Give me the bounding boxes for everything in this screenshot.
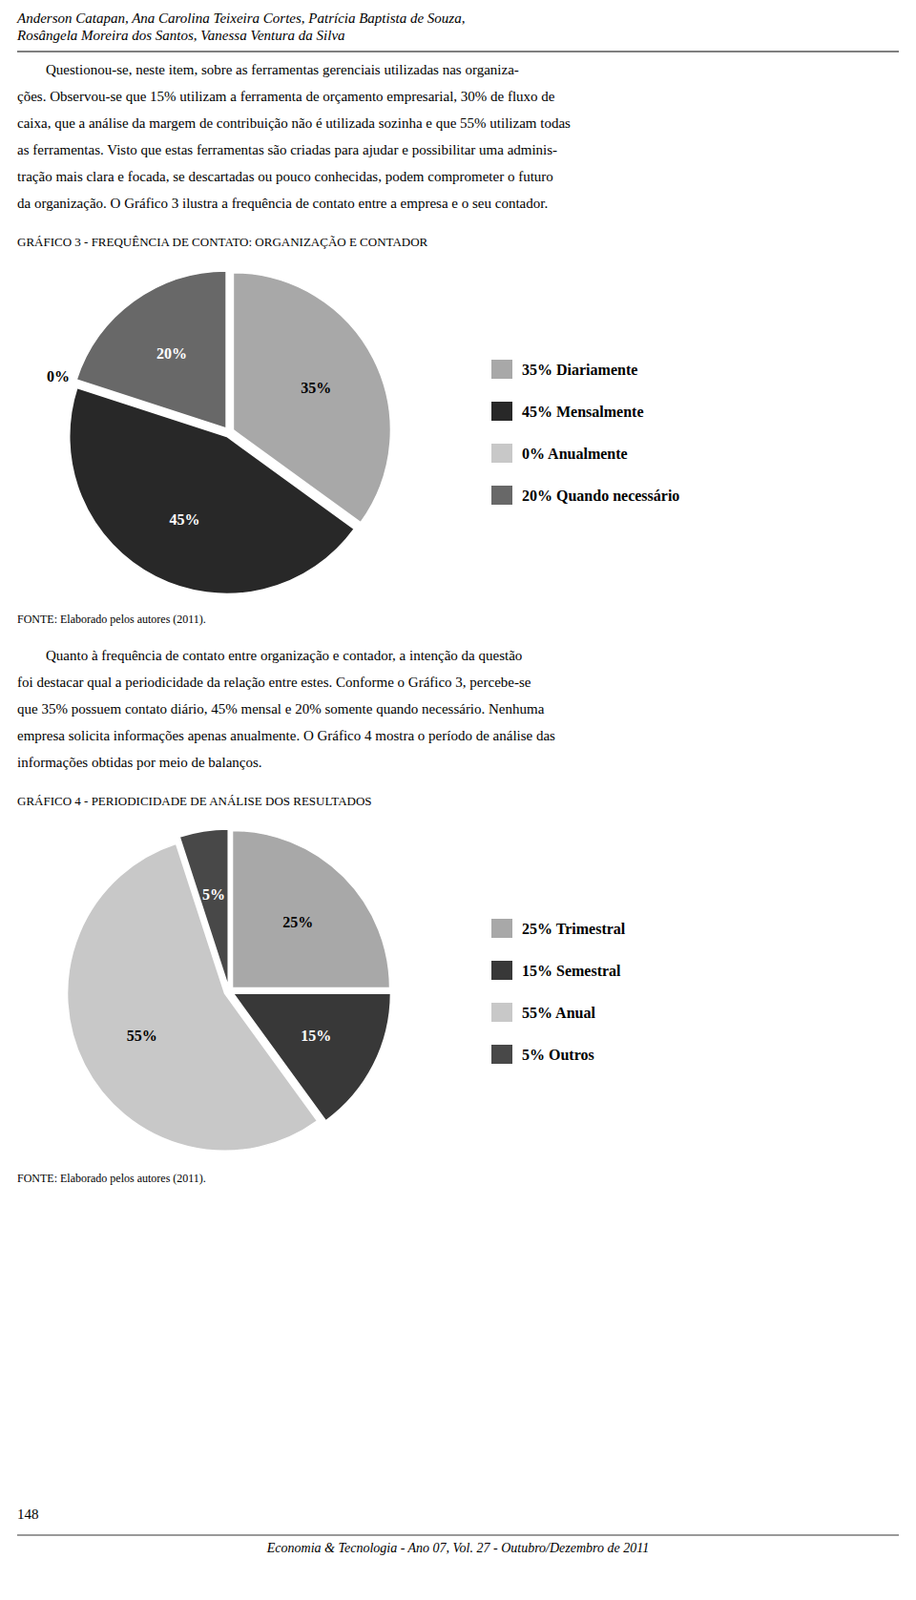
data-label: 20%	[156, 345, 188, 362]
data-label: 5%	[202, 886, 226, 903]
legend-entry: 45% Mensalmente	[521, 403, 645, 420]
legend-entry: 0% Anualmente	[521, 445, 628, 462]
data-label: 25%	[282, 914, 313, 931]
data-label: 55%	[126, 1027, 158, 1044]
background	[0, 0, 916, 1600]
header-line: Rosângela Moreira dos Santos, Vanessa Ve…	[16, 27, 346, 43]
legend-swatch	[491, 918, 513, 938]
pie-slice	[232, 830, 391, 988]
legend-swatch	[491, 359, 513, 379]
header-line: Anderson Catapan, Ana Carolina Teixeira …	[16, 10, 465, 26]
pie: 25% 15% 55% 5%	[67, 829, 392, 1151]
body-text: da organização. O Gráfico 3 ilustra a fr…	[17, 195, 548, 211]
legend-swatch	[491, 485, 513, 505]
body-text: ções. Observou-se que 15% utilizam a fer…	[17, 88, 556, 105]
legend-entry: 55% Anual	[521, 1004, 596, 1021]
legend: 25% Trimestral 15% Semestral 55% Anual 5% O…	[491, 918, 626, 1064]
chart-title: GRÁFICO 4 - PERIODICIDADE DE ANÁLISE DOS…	[17, 793, 373, 809]
legend-entry: 15% Semestral	[521, 962, 622, 979]
pie: 35% 45% 0% 20%	[46, 270, 391, 595]
pie-slice	[179, 829, 229, 987]
footer-text: Economia & Tecnologia - Ano 07, Vol. 27 …	[266, 1540, 649, 1556]
legend-swatch	[491, 401, 513, 421]
body-text: Quanto à frequência de contato entre org…	[17, 647, 522, 664]
legend-entry: 35% Diariamente	[521, 361, 638, 378]
body-text: empresa solicita informações apenas anua…	[17, 728, 556, 744]
source-note: FONTE: Elaborado pelos autores (2011).	[17, 612, 207, 626]
legend-swatch	[491, 443, 513, 463]
pie-slice	[67, 843, 318, 1151]
body-text: caixa, que a análise da margem de contri…	[17, 115, 571, 131]
data-label: 45%	[169, 511, 201, 528]
legend-entry: 25% Trimestral	[521, 920, 626, 937]
page: Anderson Catapan, Ana Carolina Teixeira …	[0, 0, 916, 1600]
chart-title: GRÁFICO 3 - FREQUÊNCIA DE CONTATO: ORGAN…	[17, 234, 429, 250]
data-label: 35%	[300, 379, 332, 396]
rule	[17, 1535, 899, 1537]
data-label: 15%	[300, 1027, 332, 1044]
pie-slice	[76, 270, 227, 429]
body-text: informações obtidas por meio de balanços…	[17, 754, 263, 771]
rule	[17, 51, 899, 53]
legend-swatch	[491, 1002, 513, 1022]
legend: 35% Diariamente 45% Mensalmente 0% Anualme…	[491, 359, 680, 505]
data-label: 0%	[46, 368, 70, 385]
body-text: as ferramentas. Visto que estas ferramen…	[17, 142, 558, 158]
legend-swatch	[491, 960, 513, 980]
body-text: foi destacar qual a periodicidade da rel…	[17, 674, 532, 690]
body-text: Questionou-se, neste item, sobre as ferr…	[17, 62, 520, 78]
legend-swatch	[491, 1044, 513, 1064]
legend-entry: 5% Outros	[521, 1046, 595, 1063]
legend-entry: 20% Quando necessário	[521, 487, 680, 504]
body-text: que 35% possuem contato diário, 45% mens…	[17, 701, 545, 717]
body-text: tração mais clara e focada, se descartad…	[17, 168, 554, 185]
page-number: 148	[17, 1506, 40, 1522]
source-note: FONTE: Elaborado pelos autores (2011).	[17, 1171, 207, 1186]
